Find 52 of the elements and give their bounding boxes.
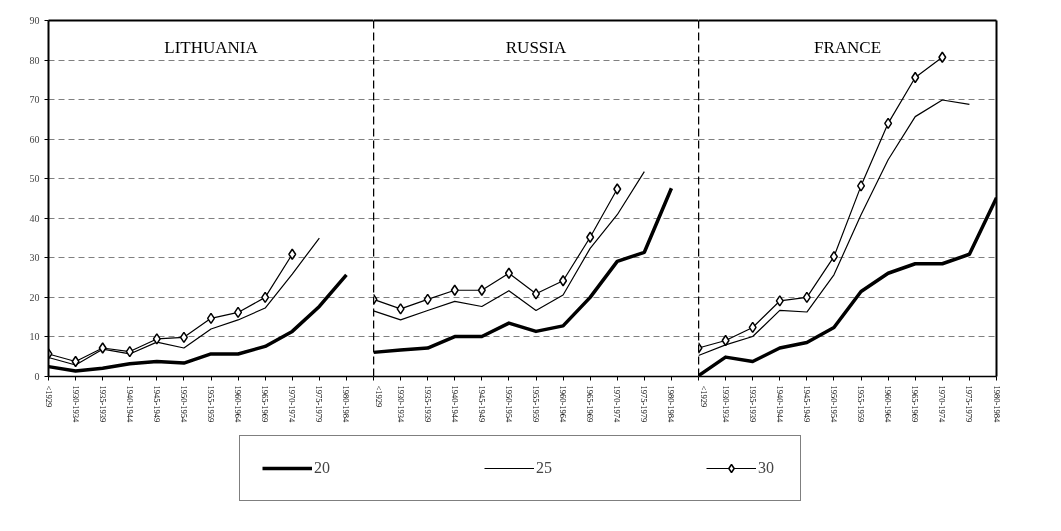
x-tick-label: 1950-1954 bbox=[503, 385, 514, 424]
legend-label: 25 bbox=[536, 459, 553, 477]
text: LITHUANIA bbox=[164, 37, 259, 57]
x-tick-label: 1955-1959 bbox=[856, 385, 867, 423]
x-tick-label: 1960-1964 bbox=[233, 385, 244, 424]
x-tick-label: <1929 bbox=[373, 385, 384, 408]
x-tick-label: 1950-1954 bbox=[828, 385, 839, 424]
x-tick-label: 1950-1954 bbox=[178, 385, 189, 424]
x-tick-label: 1965-1969 bbox=[260, 385, 271, 423]
x-tick-label: 1935-1939 bbox=[97, 385, 108, 423]
x-tick-label: 1940-1944 bbox=[124, 385, 135, 424]
x-tick-label: 1930-1934 bbox=[395, 385, 406, 424]
x-tick-label: 1945-1949 bbox=[801, 385, 812, 423]
x-tick-label: 1980-1984 bbox=[341, 385, 352, 424]
x-tick-label: <1929 bbox=[698, 385, 709, 408]
x-tick-label: 1935-1939 bbox=[422, 385, 433, 423]
x-tick-label: 1970-1974 bbox=[937, 385, 948, 424]
x-tick-label: 1935-1939 bbox=[747, 385, 758, 423]
y-tick-label: 70 bbox=[29, 94, 40, 106]
x-tick-label: 1980-1984 bbox=[666, 385, 677, 424]
x-tick-label: 1970-1974 bbox=[612, 385, 623, 424]
y-tick-label: 10 bbox=[29, 331, 40, 343]
x-tick-label: 1970-1974 bbox=[287, 385, 298, 424]
x-tick-label: 1940-1944 bbox=[449, 385, 460, 424]
x-tick-label: 1975-1979 bbox=[314, 385, 325, 423]
x-tick-label: 1930-1934 bbox=[720, 385, 731, 424]
x-tick-label: 1955-1959 bbox=[531, 385, 541, 423]
text: FRANCE bbox=[813, 37, 882, 57]
x-tick-label: 1975-1979 bbox=[639, 385, 650, 423]
y-tick-label: 50 bbox=[29, 173, 40, 185]
x-tick-label: 1980-1984 bbox=[991, 385, 1002, 424]
x-tick-label: 1965-1969 bbox=[585, 385, 596, 423]
x-tick-label: <1929 bbox=[43, 385, 54, 408]
x-tick-label: 1945-1949 bbox=[151, 385, 162, 423]
x-tick-label: 1960-1964 bbox=[558, 385, 569, 424]
text: RUSSIA bbox=[505, 37, 567, 57]
y-tick-label: 40 bbox=[29, 212, 40, 224]
y-tick-label: 30 bbox=[29, 252, 40, 264]
x-tick-label: 1930-1934 bbox=[70, 385, 81, 424]
x-tick-label: 1940-1944 bbox=[774, 385, 785, 424]
y-tick-label: 60 bbox=[29, 133, 40, 145]
x-tick-label: 1965-1969 bbox=[910, 385, 921, 423]
x-tick-label: 1960-1964 bbox=[883, 385, 894, 424]
legend-label: 30 bbox=[758, 459, 775, 477]
y-tick-label: 0 bbox=[34, 371, 40, 382]
y-tick-label: 80 bbox=[29, 54, 40, 66]
x-tick-label: 1945-1949 bbox=[476, 385, 487, 423]
y-tick-label: 90 bbox=[29, 15, 40, 26]
legend-label: 20 bbox=[314, 459, 331, 477]
x-tick-label: 1955-1959 bbox=[206, 385, 216, 423]
x-tick-label: 1975-1979 bbox=[964, 385, 975, 423]
y-tick-label: 20 bbox=[29, 291, 40, 303]
